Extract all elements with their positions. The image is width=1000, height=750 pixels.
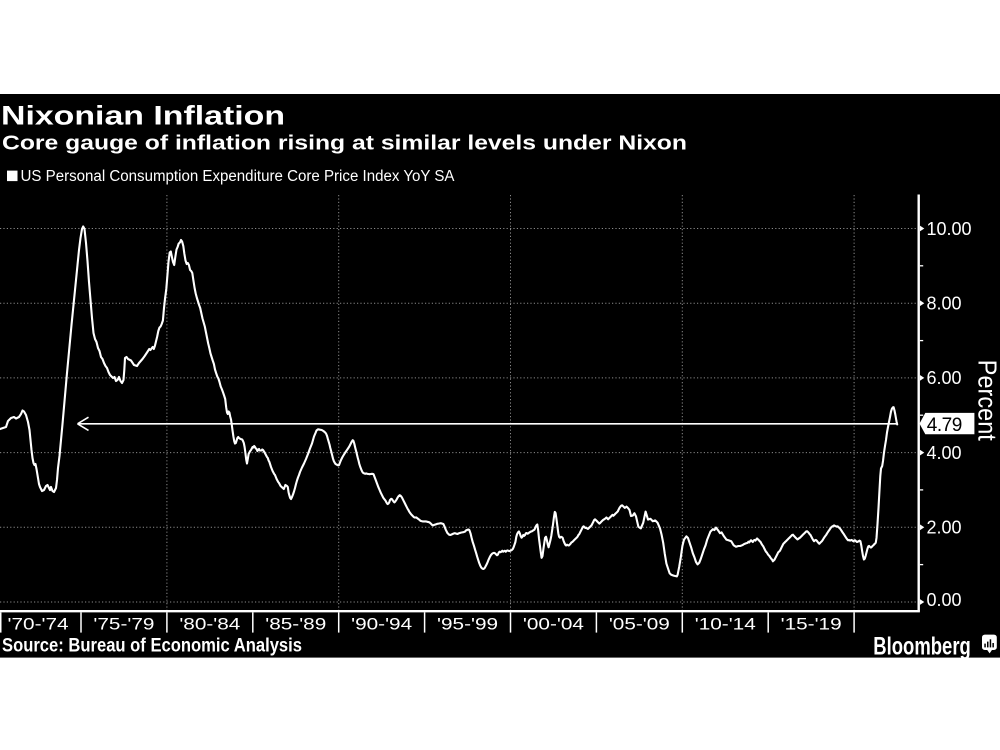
- svg-text:Source: Bureau of Economic Ana: Source: Bureau of Economic Analysis: [2, 636, 302, 657]
- svg-text:Bloomberg: Bloomberg: [873, 632, 971, 660]
- svg-text:10.00: 10.00: [927, 219, 972, 239]
- svg-text:'00-'04: '00-'04: [523, 614, 584, 633]
- svg-text:'10-'14: '10-'14: [695, 614, 756, 633]
- svg-text:8.00: 8.00: [927, 294, 962, 314]
- svg-text:'70-'74: '70-'74: [8, 614, 69, 633]
- svg-text:2.00: 2.00: [927, 518, 962, 538]
- svg-text:0.00: 0.00: [927, 590, 962, 610]
- svg-text:'75-'79: '75-'79: [93, 614, 154, 633]
- svg-text:Core gauge of inflation rising: Core gauge of inflation rising at simila…: [2, 133, 687, 155]
- svg-text:4.79: 4.79: [927, 415, 962, 436]
- svg-text:Percent: Percent: [973, 360, 1000, 442]
- svg-text:'05-'09: '05-'09: [609, 614, 670, 633]
- svg-text:'95-'99: '95-'99: [437, 614, 498, 633]
- svg-text:'90-'94: '90-'94: [351, 614, 412, 633]
- svg-text:Nixonian Inflation: Nixonian Inflation: [1, 101, 285, 131]
- svg-text:6.00: 6.00: [927, 368, 962, 388]
- svg-text:'80-'84: '80-'84: [179, 614, 240, 633]
- svg-text:'15-'19: '15-'19: [781, 614, 842, 633]
- svg-text:'85-'89: '85-'89: [265, 614, 326, 633]
- svg-text:US Personal Consumption Expend: US Personal Consumption Expenditure Core…: [21, 168, 456, 185]
- svg-text:4.00: 4.00: [927, 443, 962, 463]
